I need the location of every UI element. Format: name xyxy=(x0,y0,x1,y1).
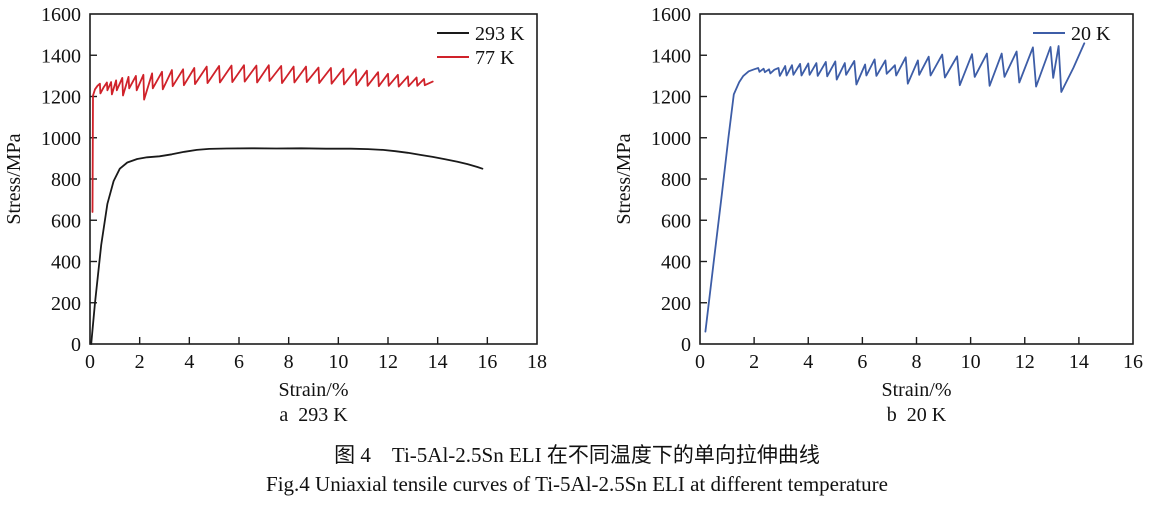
y-axis-tick-label: 400 xyxy=(661,252,691,274)
y-axis-tick-label: 1000 xyxy=(41,128,81,150)
x-axis-tick-label: 0 xyxy=(85,351,95,373)
y-axis-tick-label: 1400 xyxy=(651,45,691,67)
x-axis-tick-label: 8 xyxy=(912,351,922,373)
x-axis-label: Strain/% xyxy=(279,379,349,401)
x-axis-tick-label: 2 xyxy=(749,351,759,373)
figure-caption-english: Fig.4 Uniaxial tensile curves of Ti-5Al-… xyxy=(266,472,888,496)
plot-frame xyxy=(89,13,538,345)
subplot-title: b 20 K xyxy=(887,404,947,426)
y-axis-tick-label: 1000 xyxy=(651,128,691,150)
subplot-title: a 293 K xyxy=(279,404,348,426)
y-axis-tick-label: 600 xyxy=(51,210,81,232)
chart-panel-b-20k: 0 2 4 6 8 10 12 14 16 0 200 400 600 800 1000 1200 1400 16… xyxy=(577,0,1154,430)
x-axis-tick-label: 14 xyxy=(428,351,448,373)
tensile-chart-a-293k-77k: 0 2 4 6 8 10 12 14 16 18 0 200 400 600 800 1000 1200 1400… xyxy=(3,4,547,426)
y-axis-tick-label: 1400 xyxy=(41,45,81,67)
x-axis-tick-label: 12 xyxy=(378,351,398,373)
y-axis-tick-label: 1600 xyxy=(41,4,81,26)
x-axis-tick-label: 10 xyxy=(961,351,981,373)
y-axis-tick-label: 1200 xyxy=(41,87,81,109)
series-line-20-k xyxy=(704,42,1086,333)
x-axis-label: Strain/% xyxy=(882,379,952,401)
x-axis-tick-label: 6 xyxy=(234,351,244,373)
y-axis-tick-label: 800 xyxy=(661,169,691,191)
series-line-293-k xyxy=(90,147,484,345)
chart-panel-a-293k: 0 2 4 6 8 10 12 14 16 18 0 200 400 600 800 1000 1200 1400… xyxy=(0,0,577,430)
y-axis-tick-label: 1200 xyxy=(651,87,691,109)
tensile-chart-b-20k: 0 2 4 6 8 10 12 14 16 0 200 400 600 800 1000 1200 1400 16… xyxy=(613,4,1143,426)
y-axis-tick-label: 400 xyxy=(51,252,81,274)
y-axis-label: Stress/MPa xyxy=(613,133,635,224)
y-axis-tick-label: 600 xyxy=(661,210,691,232)
y-axis-tick-label: 200 xyxy=(51,293,81,315)
x-axis-tick-label: 14 xyxy=(1069,351,1089,373)
y-axis-tick-label: 1600 xyxy=(651,4,691,26)
x-axis-tick-label: 10 xyxy=(328,351,348,373)
x-axis-tick-label: 12 xyxy=(1015,351,1035,373)
x-axis-tick-label: 2 xyxy=(135,351,145,373)
y-axis-label: Stress/MPa xyxy=(3,133,25,224)
x-axis-tick-label: 18 xyxy=(527,351,547,373)
y-axis-tick-label: 0 xyxy=(681,334,691,356)
x-axis-tick-label: 0 xyxy=(695,351,705,373)
legend-label: 293 K xyxy=(475,23,525,45)
x-axis-tick-label: 16 xyxy=(1123,351,1143,373)
y-axis-tick-label: 200 xyxy=(661,293,691,315)
figure-caption: 图 4 Ti-5Al-2.5Sn ELI 在不同温度下的单向拉伸曲线 Fig.4… xyxy=(0,441,1154,499)
x-axis-tick-label: 8 xyxy=(284,351,294,373)
x-axis-tick-label: 6 xyxy=(857,351,867,373)
legend-label: 20 K xyxy=(1071,23,1111,45)
legend-label: 77 K xyxy=(475,47,515,69)
y-axis-tick-label: 0 xyxy=(71,334,81,356)
x-axis-tick-label: 16 xyxy=(477,351,497,373)
x-axis-tick-label: 4 xyxy=(184,351,194,373)
series-line-77-k xyxy=(91,64,434,213)
y-axis-tick-label: 800 xyxy=(51,169,81,191)
figure-caption-chinese: 图 4 Ti-5Al-2.5Sn ELI 在不同温度下的单向拉伸曲线 xyxy=(334,443,820,467)
x-axis-tick-label: 4 xyxy=(803,351,813,373)
